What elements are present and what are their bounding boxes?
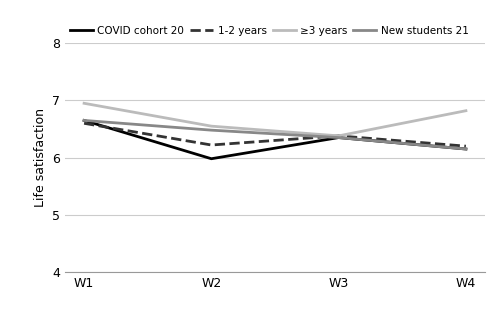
≥3 years	[463, 109, 469, 112]
≥3 years	[208, 124, 214, 128]
Line: ≥3 years: ≥3 years	[84, 103, 466, 136]
New students 21	[463, 147, 469, 151]
1-2 years	[208, 143, 214, 147]
Line: 1-2 years: 1-2 years	[84, 123, 466, 146]
Legend: COVID cohort 20, 1-2 years, ≥3 years, New students 21: COVID cohort 20, 1-2 years, ≥3 years, Ne…	[70, 26, 468, 36]
1-2 years	[463, 144, 469, 148]
COVID cohort 20	[463, 147, 469, 151]
Line: COVID cohort 20: COVID cohort 20	[84, 121, 466, 159]
≥3 years	[336, 134, 342, 138]
New students 21	[336, 136, 342, 139]
New students 21	[81, 119, 87, 122]
COVID cohort 20	[336, 136, 342, 139]
New students 21	[208, 128, 214, 132]
COVID cohort 20	[208, 157, 214, 161]
≥3 years	[81, 101, 87, 105]
Line: New students 21: New students 21	[84, 121, 466, 149]
1-2 years	[336, 134, 342, 138]
COVID cohort 20	[81, 119, 87, 122]
1-2 years	[81, 121, 87, 125]
Y-axis label: Life satisfaction: Life satisfaction	[34, 108, 46, 207]
